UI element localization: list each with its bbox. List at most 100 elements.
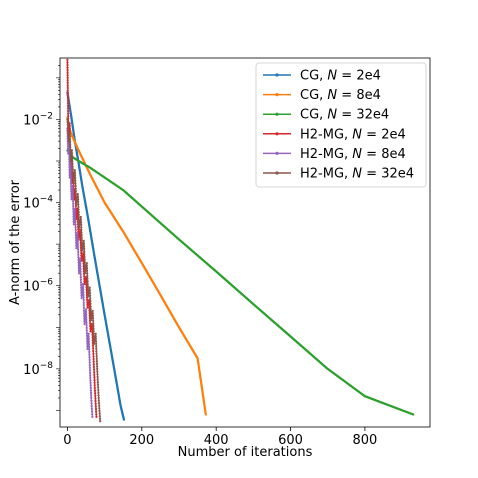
series-point [85,313,88,316]
series-point [92,247,95,250]
series-point [109,345,112,348]
series-point [90,394,93,397]
series-point [153,283,156,286]
series-point [97,281,101,284]
series-point [94,402,97,405]
series-point [87,170,90,173]
series-point [116,222,119,225]
series-point [96,381,99,384]
series-point [72,181,75,184]
series-point [74,228,77,231]
series-point [97,388,100,392]
series-point [231,284,234,287]
series-point [95,269,98,272]
series-point [394,406,397,409]
series-point [85,211,89,214]
series-point [69,112,72,115]
series-point [69,164,72,167]
series-point [179,239,182,243]
series-point [312,355,315,358]
series-point [87,295,90,298]
series-point [303,347,306,350]
series-point [69,180,73,183]
legend-label: CG, N = 32e4 [300,108,389,123]
series-point [83,247,86,250]
series-point [191,348,194,352]
series-point [278,326,281,329]
series-point [92,360,95,363]
series-point [87,332,90,335]
series-point [94,259,97,262]
series-point [89,300,92,303]
series-point [87,343,91,346]
series-point [94,335,97,338]
series-point [82,285,85,288]
series-point [156,289,159,292]
series-point [83,320,86,323]
series-point [204,408,207,411]
series-point [201,392,204,395]
series-point [74,226,77,229]
series-point [203,404,206,407]
series-point [154,285,157,288]
series-point [89,374,92,377]
series-point [68,138,71,141]
series-point [211,267,214,270]
series-point [96,274,99,277]
series-point [66,74,69,77]
series-point [91,312,94,315]
series-point [358,390,361,393]
series-point [79,265,82,268]
series-point [177,326,181,329]
series-point [69,167,72,170]
series-point [334,373,337,376]
series-point [134,251,137,254]
series-point [97,278,100,282]
series-point [74,187,77,190]
series-point [234,287,237,290]
series-point [91,413,94,416]
series-point [66,81,69,84]
series-point [88,350,91,354]
series-point [305,349,308,352]
series-point [82,189,85,192]
series-point [149,213,152,216]
series-point [92,322,95,325]
series-point [85,262,88,265]
series-point [82,290,85,294]
series-point [98,283,101,286]
x-tick-label: 800 [353,433,378,448]
series-point [239,292,243,295]
series-point [92,352,95,355]
series-point [161,297,164,301]
series-point [66,126,69,129]
series-point [76,232,79,235]
series-point [169,312,172,315]
series-point [198,371,201,374]
series-point [163,225,166,228]
series-point [77,256,80,259]
series-point [69,169,72,172]
series-point [285,332,289,335]
series-point [90,402,93,405]
series-point [323,364,326,367]
series-point [93,386,96,390]
series-point [82,301,85,304]
series-point [177,238,181,241]
series-point [200,387,204,390]
series-point [71,195,74,198]
series-point [76,243,79,246]
y-tick-label: 10−4 [23,195,53,212]
series-point [97,386,100,389]
series-point [115,184,119,187]
series-point [98,286,101,289]
series-point [95,415,98,418]
series-point [92,180,96,183]
series-point [112,364,115,367]
series-point [69,177,72,180]
legend-marker [275,171,279,175]
series-point [91,415,94,418]
series-point [108,340,111,343]
series-point [69,110,72,113]
series-point [155,287,158,290]
